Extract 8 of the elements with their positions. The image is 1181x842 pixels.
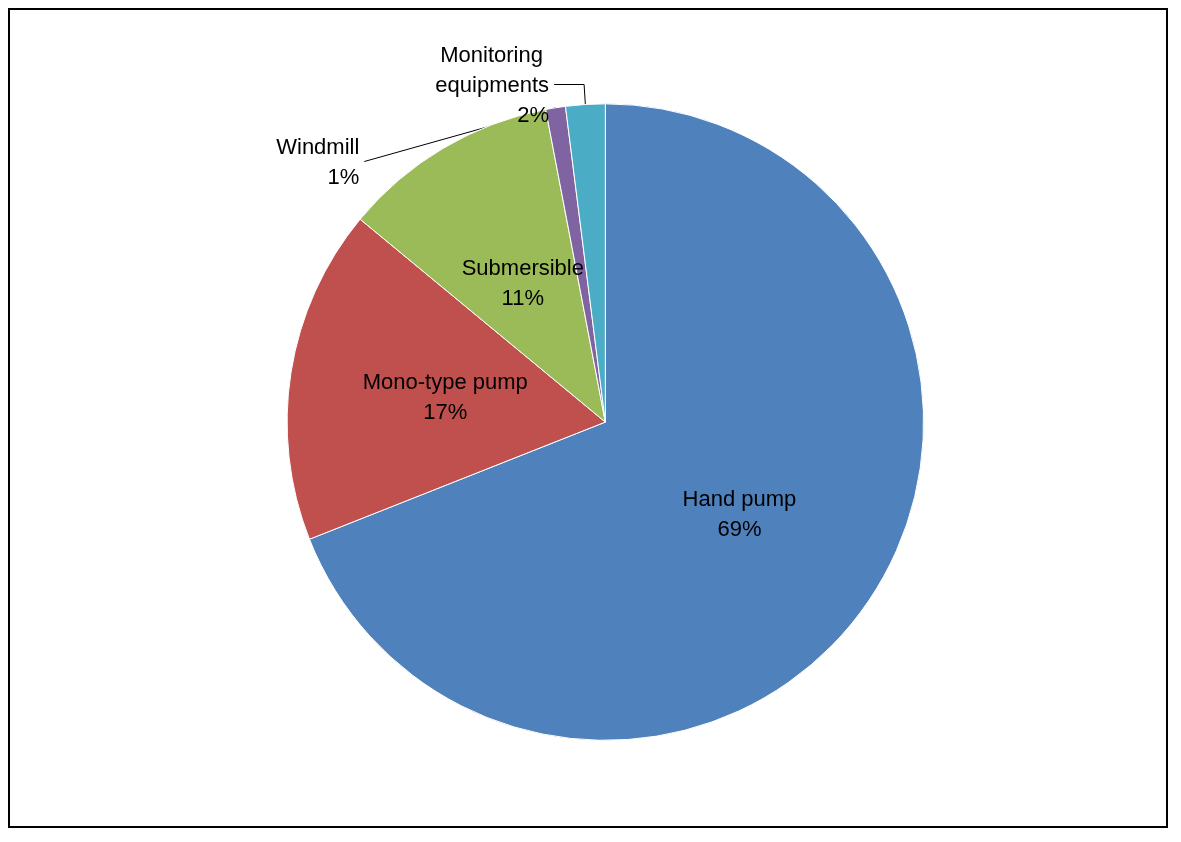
data-label: 1% — [327, 164, 360, 190]
slice-label: Hand pump — [682, 485, 797, 511]
data-label: 17% — [423, 399, 468, 425]
slice-label: Monitoring equipments — [435, 42, 550, 98]
slice-label: Mono-type pump — [362, 369, 528, 395]
data-label: 69% — [717, 515, 762, 541]
slice-label: Windmill — [276, 134, 360, 160]
data-label: 11% — [501, 285, 545, 311]
